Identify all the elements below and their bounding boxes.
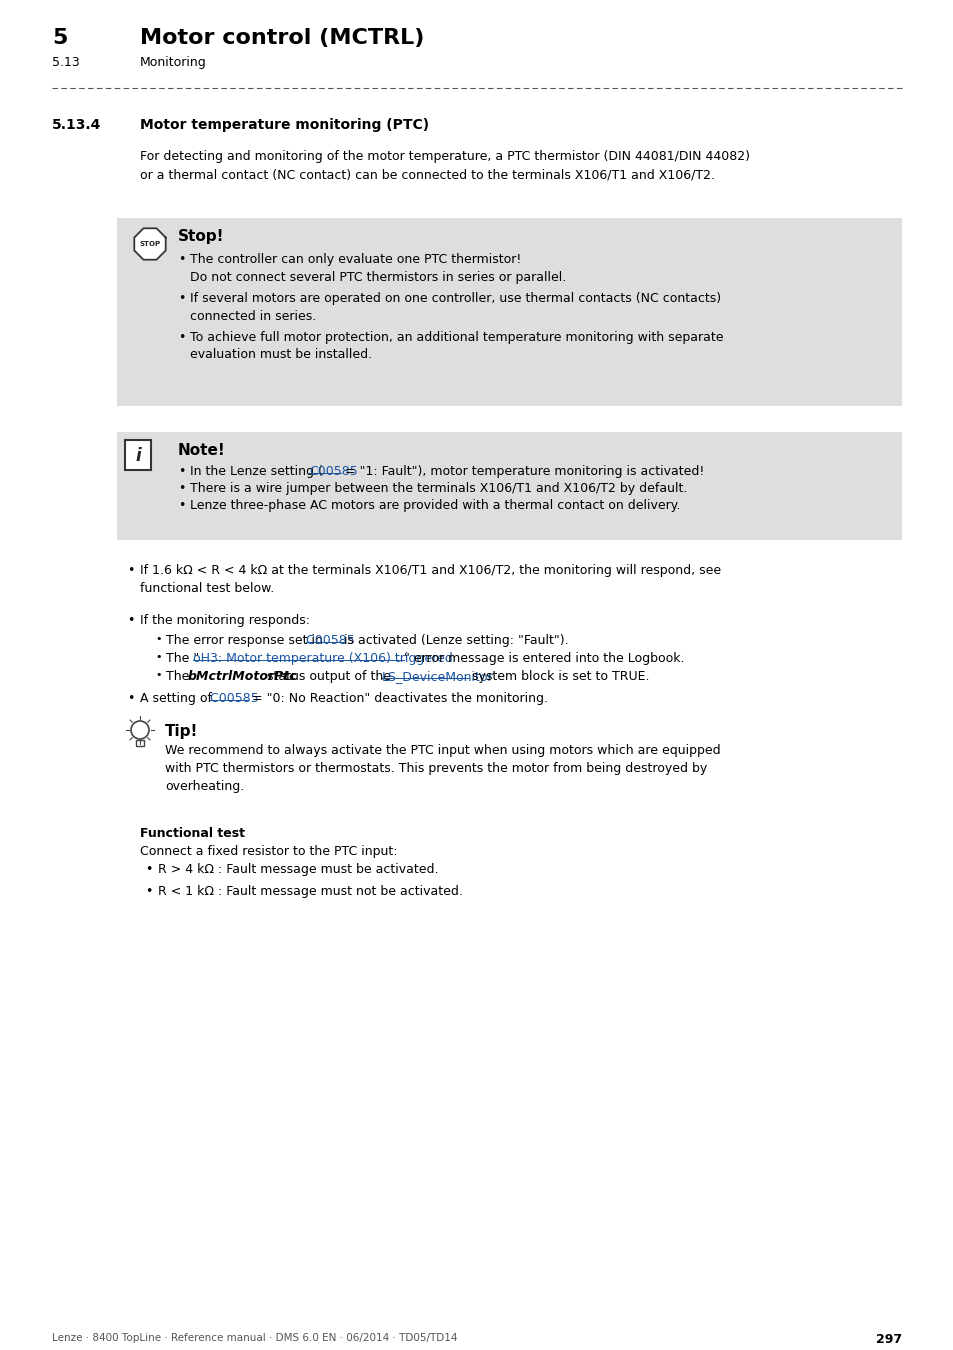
Text: For detecting and monitoring of the motor temperature, a PTC thermistor (DIN 440: For detecting and monitoring of the moto… <box>140 150 749 181</box>
Text: •: • <box>178 500 185 512</box>
Text: R < 1 kΩ : Fault message must not be activated.: R < 1 kΩ : Fault message must not be act… <box>158 886 462 898</box>
Text: If the monitoring responds:: If the monitoring responds: <box>140 614 310 626</box>
Text: •: • <box>127 564 134 576</box>
Text: 5.13.4: 5.13.4 <box>52 117 101 132</box>
Text: C00585: C00585 <box>309 464 357 478</box>
Text: Connect a fixed resistor to the PTC input:: Connect a fixed resistor to the PTC inpu… <box>140 845 397 859</box>
Text: •: • <box>178 252 185 266</box>
Text: status output of the: status output of the <box>263 670 395 683</box>
Text: The error response set in: The error response set in <box>166 634 327 647</box>
Text: LS_DeviceMonitor: LS_DeviceMonitor <box>381 670 493 683</box>
Text: •: • <box>145 863 152 876</box>
Text: is activated (Lenze setting: "Fault").: is activated (Lenze setting: "Fault"). <box>344 634 568 647</box>
Text: " error message is entered into the Logbook.: " error message is entered into the Logb… <box>403 652 683 666</box>
Text: system block is set to TRUE.: system block is set to TRUE. <box>468 670 649 683</box>
Text: R > 4 kΩ : Fault message must be activated.: R > 4 kΩ : Fault message must be activat… <box>158 863 438 876</box>
Text: = "0: No Reaction" deactivates the monitoring.: = "0: No Reaction" deactivates the monit… <box>248 693 547 705</box>
Text: 5: 5 <box>52 28 68 49</box>
Text: •: • <box>127 614 134 626</box>
FancyBboxPatch shape <box>117 432 901 540</box>
Text: 297: 297 <box>875 1332 901 1346</box>
Polygon shape <box>134 228 166 259</box>
FancyBboxPatch shape <box>125 440 151 470</box>
Text: •: • <box>178 464 185 478</box>
Text: •: • <box>178 292 185 305</box>
Text: C00585: C00585 <box>210 693 263 705</box>
Text: C00585: C00585 <box>306 634 358 647</box>
Text: Monitoring: Monitoring <box>140 55 207 69</box>
Text: i: i <box>135 447 141 464</box>
Text: •: • <box>154 652 161 662</box>
Text: There is a wire jumper between the terminals X106/T1 and X106/T2 by default.: There is a wire jumper between the termi… <box>190 482 687 495</box>
Text: •: • <box>178 331 185 344</box>
FancyBboxPatch shape <box>136 740 144 747</box>
Text: STOP: STOP <box>139 242 160 247</box>
Text: If several motors are operated on one controller, use thermal contacts (NC conta: If several motors are operated on one co… <box>190 292 720 323</box>
Text: The: The <box>166 670 193 683</box>
Text: Lenze · 8400 TopLine · Reference manual · DMS 6.0 EN · 06/2014 · TD05/TD14: Lenze · 8400 TopLine · Reference manual … <box>52 1332 457 1343</box>
Text: We recommend to always activate the PTC input when using motors which are equipp: We recommend to always activate the PTC … <box>165 744 720 794</box>
Text: •: • <box>154 670 161 680</box>
Text: Motor control (MCTRL): Motor control (MCTRL) <box>140 28 424 49</box>
Text: The controller can only evaluate one PTC thermistor!
Do not connect several PTC : The controller can only evaluate one PTC… <box>190 252 566 284</box>
Text: Motor temperature monitoring (PTC): Motor temperature monitoring (PTC) <box>140 117 429 132</box>
Text: Lenze three-phase AC motors are provided with a thermal contact on delivery.: Lenze three-phase AC motors are provided… <box>190 500 679 512</box>
Text: If 1.6 kΩ < R < 4 kΩ at the terminals X106/T1 and X106/T2, the monitoring will r: If 1.6 kΩ < R < 4 kΩ at the terminals X1… <box>140 564 720 595</box>
Text: •: • <box>178 482 185 495</box>
Text: bMctrlMotorPtc: bMctrlMotorPtc <box>188 670 297 683</box>
Text: A setting of: A setting of <box>140 693 215 705</box>
Text: 5.13: 5.13 <box>52 55 80 69</box>
Text: = "1: Fault"), motor temperature monitoring is activated!: = "1: Fault"), motor temperature monitor… <box>341 464 704 478</box>
Text: •: • <box>145 886 152 898</box>
Text: Stop!: Stop! <box>178 230 224 244</box>
Text: Note!: Note! <box>178 443 226 458</box>
Text: Tip!: Tip! <box>165 724 198 738</box>
Text: In the Lenze setting (: In the Lenze setting ( <box>190 464 322 478</box>
Text: To achieve full motor protection, an additional temperature monitoring with sepa: To achieve full motor protection, an add… <box>190 331 722 362</box>
Text: Functional test: Functional test <box>140 828 245 840</box>
Text: •: • <box>154 634 161 644</box>
Text: •: • <box>127 693 134 705</box>
Text: The ": The " <box>166 652 199 666</box>
Text: oH3: Motor temperature (X106) triggered: oH3: Motor temperature (X106) triggered <box>193 652 453 666</box>
FancyBboxPatch shape <box>117 217 901 406</box>
